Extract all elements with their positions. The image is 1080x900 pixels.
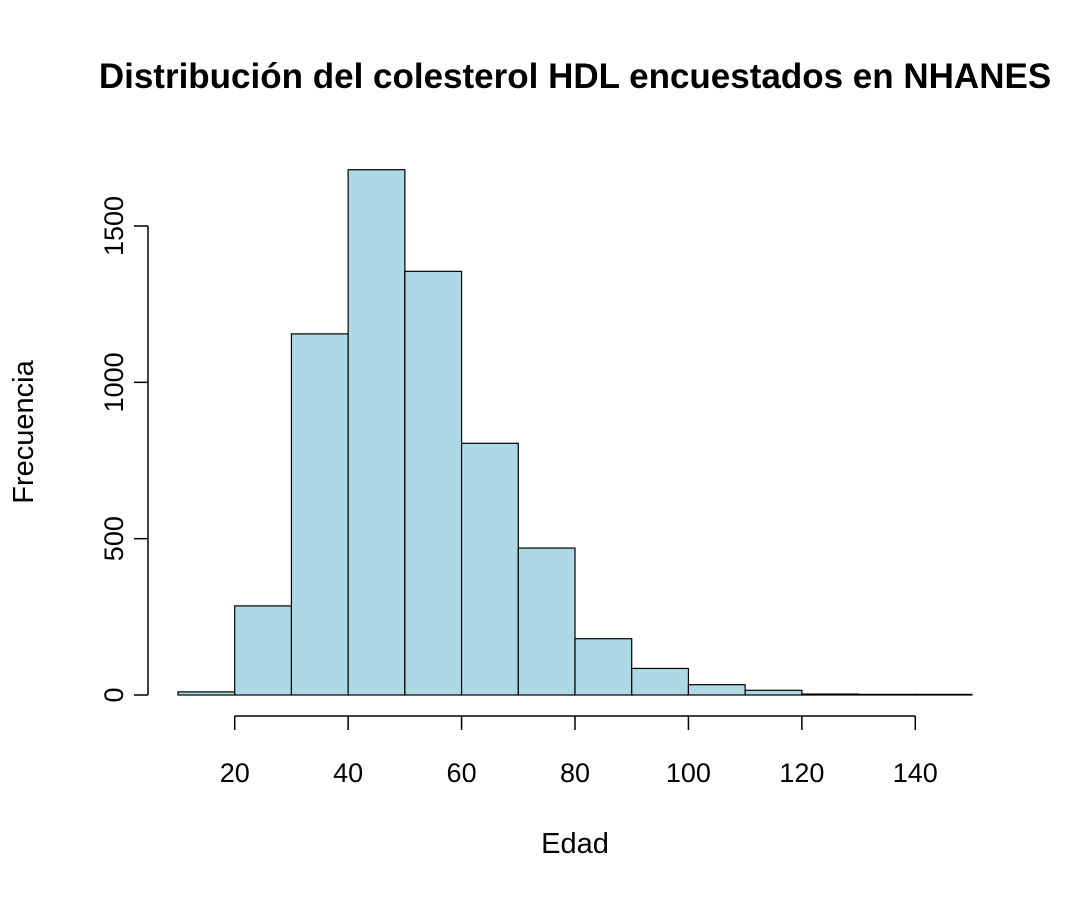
- histogram-bar: [234, 605, 293, 696]
- x-axis-label: Edad: [541, 828, 609, 860]
- x-tick-label: 120: [779, 758, 824, 788]
- y-tick-label: 1000: [99, 352, 129, 412]
- x-tick-label: 20: [220, 758, 250, 788]
- histogram-bar: [914, 693, 973, 696]
- histogram-bar: [517, 547, 576, 696]
- x-tick-label: 80: [560, 758, 590, 788]
- y-tick-label: 500: [99, 516, 129, 561]
- bars-group: [177, 169, 973, 696]
- histogram-bar: [631, 667, 690, 696]
- y-tick-label: 1500: [99, 196, 129, 256]
- chart-title: Distribución del colesterol HDL encuesta…: [99, 57, 1051, 96]
- histogram-bar: [801, 693, 860, 696]
- y-axis-label: Frecuencia: [8, 359, 40, 503]
- histogram-bar: [460, 442, 519, 696]
- y-axis: 0 500 1000 1500: [99, 196, 149, 703]
- x-tick-label: 60: [447, 758, 477, 788]
- histogram-bar: [574, 638, 633, 696]
- histogram-bar: [687, 684, 746, 696]
- x-tick-label: 100: [666, 758, 711, 788]
- histogram-bar: [177, 691, 236, 696]
- histogram-bar: [744, 689, 803, 696]
- histogram-bar: [290, 333, 349, 696]
- histogram-bar: [404, 270, 463, 696]
- y-tick-label: 0: [99, 687, 129, 702]
- histogram-bar: [347, 169, 406, 696]
- x-tick-label: 140: [893, 758, 938, 788]
- histogram-bar: [857, 693, 916, 696]
- x-axis: 20 40 60 80 100 120 140: [220, 715, 938, 788]
- x-tick-label: 40: [333, 758, 363, 788]
